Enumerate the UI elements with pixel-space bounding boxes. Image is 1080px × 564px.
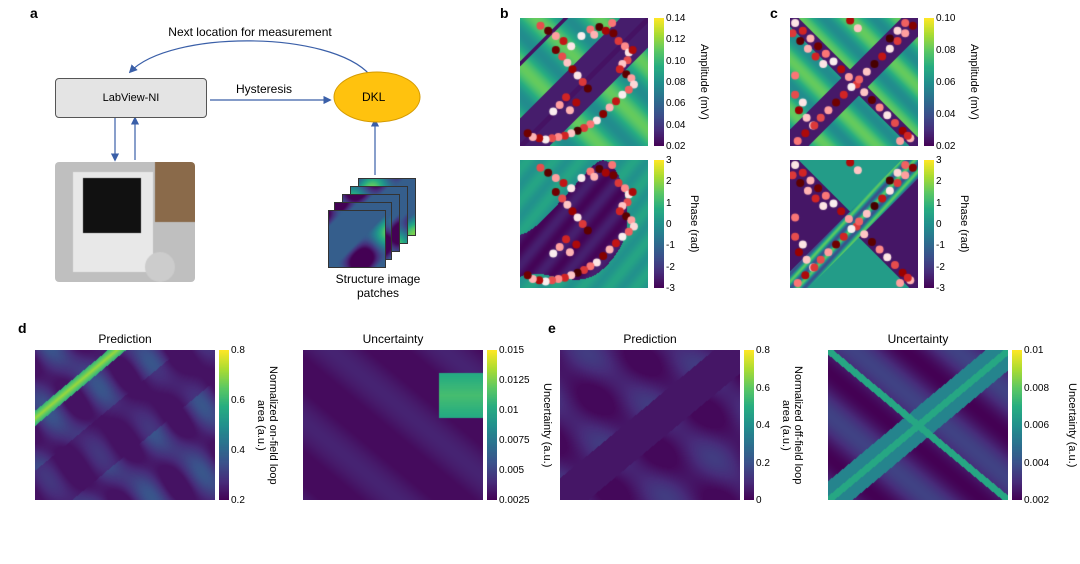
patches-label: Structure image patches	[318, 272, 438, 300]
panel-e-pred-title: Prediction	[560, 332, 740, 346]
panel-d-unc-colorbar	[487, 350, 497, 500]
panel-c-amp-cbar-label: Amplitude (mV)	[966, 18, 980, 146]
panel-e-unc-title: Uncertainty	[828, 332, 1008, 346]
panel-d-unc-cbar-label: Uncertainty (a.u.)	[539, 350, 553, 500]
instrument-photo	[55, 162, 195, 282]
panel-b-amp-cbar-label: Amplitude (mV)	[696, 18, 710, 146]
panel-d-unc-title: Uncertainty	[303, 332, 483, 346]
panel-d-uncertainty-map	[303, 350, 483, 500]
panel-c-phase-map	[790, 160, 918, 288]
panel-d-pred-colorbar	[219, 350, 229, 500]
figure: { "viridis": ["#440154","#472c7a","#3b51…	[0, 0, 1080, 564]
panel-e-pred-colorbar	[744, 350, 754, 500]
image-patch-stack	[328, 178, 438, 278]
panel-e-pred-cbar-label: Normalized off-field loop area (a.u.)	[776, 350, 804, 500]
panel-e-unc-colorbar	[1012, 350, 1022, 500]
hysteresis-label: Hysteresis	[236, 82, 292, 96]
labview-box: LabView-NI	[55, 78, 207, 118]
panel-c-amplitude-map	[790, 18, 918, 146]
panel-b-phase-cbar-label: Phase (rad)	[686, 160, 700, 288]
panel-b-amplitude-map	[520, 18, 648, 146]
feedback-label: Next location for measurement	[130, 25, 370, 39]
dkl-label: DKL	[362, 90, 385, 104]
panel-e-label: e	[548, 320, 556, 336]
panel-c-phase-cbar-label: Phase (rad)	[956, 160, 970, 288]
panel-b-phase-colorbar	[654, 160, 664, 288]
panel-c-label: c	[770, 5, 778, 21]
panel-b-label: b	[500, 5, 509, 21]
panel-e-unc-cbar-label: Uncertainty (a.u.)	[1064, 350, 1078, 500]
labview-label: LabView-NI	[103, 92, 160, 104]
panel-e-uncertainty-map	[828, 350, 1008, 500]
panel-c-phase-colorbar	[924, 160, 934, 288]
panel-c-amp-colorbar	[924, 18, 934, 146]
panel-e-prediction-map	[560, 350, 740, 500]
panel-b-phase-map	[520, 160, 648, 288]
panel-d-prediction-map	[35, 350, 215, 500]
panel-b-amp-colorbar	[654, 18, 664, 146]
panel-d-pred-cbar-label: Normalized on-field loop area (a.u.)	[251, 350, 279, 500]
panel-d-pred-title: Prediction	[35, 332, 215, 346]
